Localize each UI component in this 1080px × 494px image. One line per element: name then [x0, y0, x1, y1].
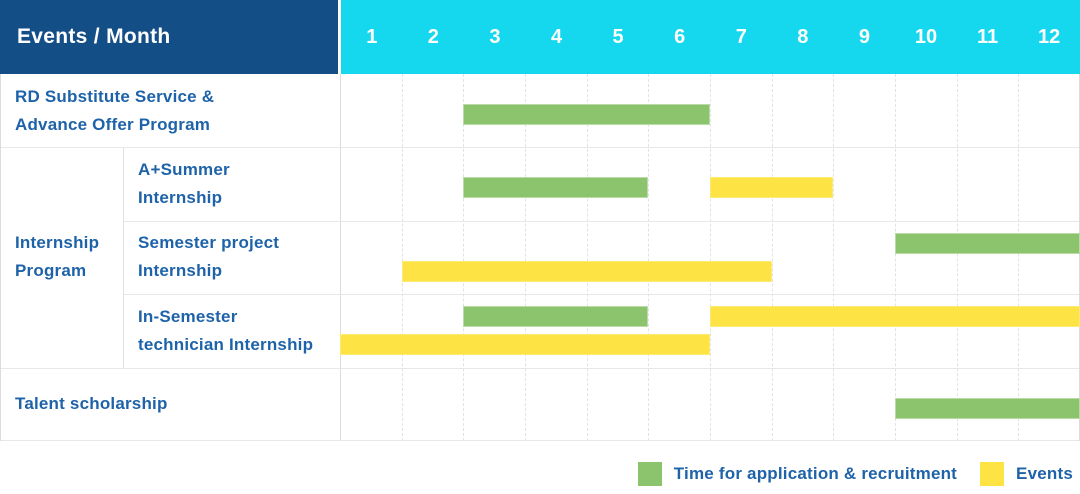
row-divider: [124, 294, 1080, 296]
row-divider: [0, 147, 1080, 149]
recruitment-bar: [463, 104, 710, 125]
recruitment-bar: [463, 177, 649, 199]
month-gridline: [771, 74, 773, 441]
row-label: Semester project Internship: [138, 233, 280, 281]
group-label: Internship Program: [0, 147, 124, 368]
month-header-row: 1 2 3 4 5 6 7 8 9 10 11 12: [341, 0, 1080, 74]
events-swatch-icon: [980, 461, 1005, 486]
month-gridline: [833, 74, 835, 441]
table-left-border: [0, 74, 1, 441]
month-gridline: [463, 74, 465, 441]
events-month-header-cell: Events / Month: [0, 0, 338, 74]
table-bottom-border: [0, 440, 1080, 441]
month-gridline: [648, 74, 650, 441]
gantt-body: RD Substitute Service & Advance Offer Pr…: [0, 74, 1080, 441]
row-divider: [124, 220, 1080, 222]
row-label: RD Substitute Service & Advance Offer Pr…: [15, 86, 215, 134]
legend-events-label: Events: [1016, 463, 1073, 483]
header-row: Events / Month 1 2 3 4 5 6 7 8 9 10 11 12: [0, 0, 1080, 74]
row-divider: [0, 367, 1080, 369]
row-label: Talent scholarship: [15, 394, 168, 414]
month-gridline: [401, 74, 403, 441]
month-gridline: [586, 74, 588, 441]
month-header-6: 6: [674, 25, 686, 48]
month-header-7: 7: [735, 25, 747, 48]
legend-recruitment-label: Time for application & recruitment: [673, 463, 958, 483]
row-label: A+Summer Internship: [138, 160, 230, 208]
legend: Time for application & recruitment Event…: [637, 461, 1073, 486]
events-bar: [710, 306, 1080, 328]
month-header-11: 11: [976, 25, 999, 48]
month-header-3: 3: [489, 25, 501, 48]
label-chart-divider: [340, 74, 341, 441]
month-header-9: 9: [858, 25, 870, 48]
events-bar: [710, 177, 834, 199]
month-header-12: 12: [1038, 25, 1061, 48]
month-gridline: [956, 74, 958, 441]
events-bar: [401, 260, 772, 282]
month-header-8: 8: [797, 25, 809, 48]
recruitment-bar: [895, 397, 1080, 419]
recruitment-bar: [895, 232, 1080, 254]
events-bar: [340, 334, 710, 356]
recruitment-swatch-icon: [637, 461, 662, 486]
month-header-2: 2: [427, 25, 439, 48]
month-header-4: 4: [550, 25, 563, 48]
row-label: In-Semester technician Internship: [138, 306, 314, 354]
recruitment-bar: [463, 306, 649, 328]
month-header-5: 5: [612, 25, 624, 48]
month-gridline: [525, 74, 526, 441]
month-header-10: 10: [914, 25, 938, 48]
month-gridline: [895, 74, 896, 441]
month-header-1: 1: [366, 25, 378, 48]
month-gridline: [710, 74, 711, 441]
month-gridline: [1018, 74, 1020, 441]
